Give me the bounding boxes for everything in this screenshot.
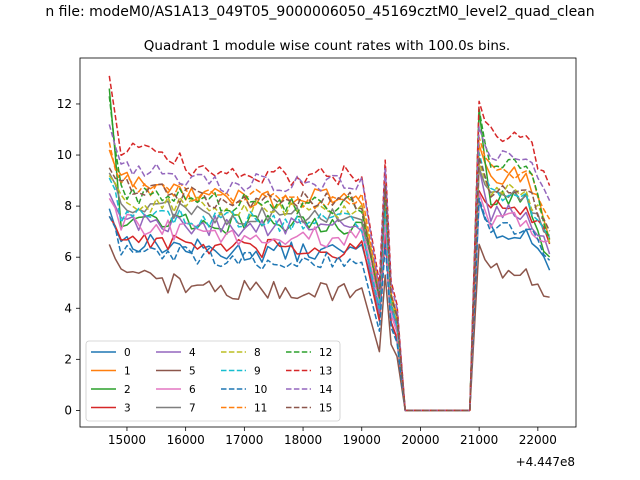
x-tick-label: 16000 — [167, 433, 205, 447]
series-line-15 — [108, 156, 551, 412]
figure-suptitle: n file: modeM0/AS1A13_049T05_9000006050_… — [45, 4, 594, 20]
legend-label: 10 — [254, 384, 267, 396]
legend-label: 15 — [319, 403, 332, 415]
chart-title: Quadrant 1 module wise count rates with … — [144, 38, 510, 54]
series-line-9 — [108, 151, 551, 412]
y-tick-label: 8 — [64, 199, 72, 213]
x-tick-label: 15000 — [108, 433, 146, 447]
legend-label: 5 — [189, 366, 196, 378]
legend-label: 12 — [319, 347, 332, 359]
legend-label: 14 — [319, 384, 333, 396]
legend-label: 2 — [124, 384, 131, 396]
series-line-12 — [108, 96, 551, 412]
y-axis: 0 2 4 6 8 10 12 — [57, 97, 80, 417]
legend-label: 7 — [189, 403, 196, 415]
y-tick-label: 2 — [64, 352, 72, 366]
series-line-6 — [108, 192, 550, 412]
x-offset-label: +4.447e8 — [516, 455, 575, 469]
x-tick-label: 21000 — [460, 433, 498, 447]
x-axis: 15000 16000 17000 18000 19000 20000 21000 22000 — [108, 427, 557, 447]
plot-frame — [79, 57, 577, 428]
legend-label: 4 — [189, 347, 196, 359]
legend-label: 9 — [254, 366, 261, 378]
y-tick-label: 12 — [57, 97, 72, 111]
x-tick-label: 19000 — [343, 433, 381, 447]
series-line-11 — [108, 136, 551, 412]
series-line-5 — [108, 243, 550, 412]
legend-label: 6 — [189, 384, 196, 396]
legend-label: 3 — [124, 403, 131, 415]
series-line-14 — [108, 124, 551, 412]
x-tick-label: 20000 — [401, 433, 439, 447]
y-tick-label: 0 — [64, 403, 72, 417]
legend-label: 11 — [254, 403, 267, 415]
x-tick-label: 18000 — [284, 433, 322, 447]
series-line-3 — [108, 190, 551, 412]
legend-box — [85, 340, 341, 422]
y-tick-label: 4 — [64, 301, 72, 315]
x-tick-label: 22000 — [519, 433, 557, 447]
x-tick-label: 17000 — [225, 433, 263, 447]
legend-label: 13 — [319, 366, 332, 378]
y-tick-label: 6 — [64, 250, 72, 264]
series-layer — [108, 75, 551, 412]
series-line-10 — [108, 197, 551, 412]
legend-label: 0 — [124, 347, 131, 359]
y-tick-label: 10 — [57, 148, 72, 162]
legend-label: 8 — [254, 347, 261, 359]
legend-label: 1 — [124, 366, 131, 378]
series-line-13 — [108, 75, 551, 412]
